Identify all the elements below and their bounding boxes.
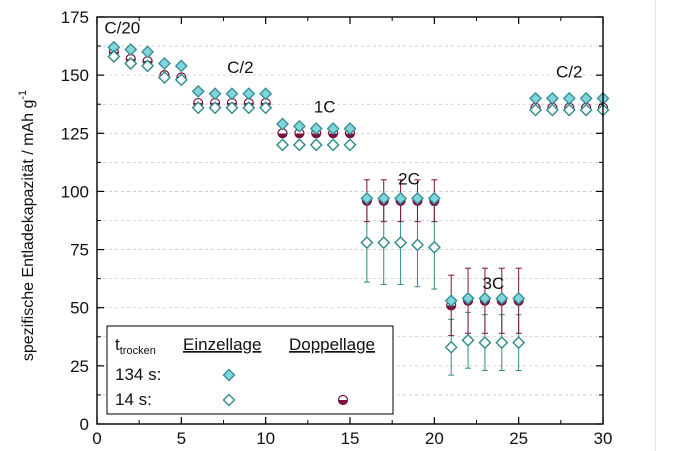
point-14s-einzellage (259, 101, 273, 115)
y-axis-label-text: spezifische Entladekapazität / mAh g (20, 100, 37, 361)
point-134s-einzellage (495, 291, 509, 305)
x-tick-label: 25 (509, 429, 528, 448)
point-134s-einzellage (360, 191, 374, 205)
point-14s-einzellage (427, 240, 441, 254)
x-tick-label: 20 (425, 429, 444, 448)
legend-title-sub: trocken (120, 345, 156, 357)
point-14s-einzellage (191, 101, 205, 115)
point-14s-einzellage (292, 138, 306, 152)
x-tick-label: 5 (177, 429, 186, 448)
point-14s-einzellage (124, 57, 138, 71)
point-14s-einzellage (276, 138, 290, 152)
point-134s-einzellage (124, 43, 138, 57)
point-134s-einzellage (562, 91, 576, 105)
data-markers (107, 40, 610, 354)
point-134s-einzellage (208, 87, 222, 101)
point-14s-einzellage (495, 336, 509, 350)
legend-marker-14s-einzellage (222, 393, 236, 407)
point-14s-einzellage (529, 103, 543, 117)
legend-row-134s: 134 s: (115, 365, 161, 384)
point-14s-einzellage (545, 103, 559, 117)
point-14s-einzellage (157, 70, 171, 84)
point-134s-einzellage (529, 91, 543, 105)
point-14s-einzellage (512, 336, 526, 350)
point-134s-einzellage (242, 87, 256, 101)
x-tick-label: 15 (341, 429, 360, 448)
point-134s-einzellage (309, 122, 323, 136)
y-tick-label: 0 (80, 415, 89, 434)
point-14s-einzellage (107, 50, 121, 64)
y-axis-label-sup: -1 (17, 90, 29, 100)
point-14s-einzellage (309, 138, 323, 152)
point-14s-einzellage (225, 101, 239, 115)
rate-label: 2C (398, 169, 420, 188)
legend-title: ttrocken (115, 335, 156, 357)
point-134s-einzellage (157, 57, 171, 71)
right-edge-divider (655, 0, 656, 451)
y-tick-label: 150 (61, 66, 89, 85)
point-14s-einzellage (444, 340, 458, 354)
y-axis-label: spezifische Entladekapazität / mAh g-1 (17, 90, 37, 361)
legend-markers (222, 368, 349, 407)
point-14s-einzellage (410, 238, 424, 252)
legend: ttrocken Einzellage Doppellage 134 s: 14… (106, 325, 394, 415)
point-134s-einzellage (141, 45, 155, 59)
legend-col-doppellage: Doppellage (289, 335, 375, 354)
point-134s-einzellage (478, 291, 492, 305)
y-tick-label: 175 (61, 8, 89, 27)
point-134s-einzellage (579, 91, 593, 105)
point-14s-einzellage (141, 59, 155, 73)
point-134s-einzellage (191, 84, 205, 98)
legend-col-einzellage: Einzellage (183, 335, 261, 354)
point-134s-einzellage (461, 291, 475, 305)
point-134s-einzellage (545, 91, 559, 105)
point-134s-einzellage (276, 117, 290, 131)
point-14s-einzellage (562, 103, 576, 117)
rate-label: C/20 (104, 18, 140, 37)
point-134s-einzellage (326, 122, 340, 136)
rate-labels: C/20 C/2 1C 2C 3C C/2 (104, 18, 582, 293)
x-tick-label: 0 (92, 429, 101, 448)
point-14s-einzellage (478, 336, 492, 350)
legend-marker-14s-doppellage (337, 394, 349, 406)
rate-label: 3C (482, 274, 504, 293)
point-14s-einzellage (461, 333, 475, 347)
point-134s-einzellage (343, 122, 357, 136)
point-14s-einzellage (394, 236, 408, 250)
point-134s-einzellage (394, 191, 408, 205)
y-tick-label: 75 (70, 241, 89, 260)
rate-label: C/2 (227, 58, 253, 77)
point-134s-einzellage (259, 87, 273, 101)
x-tick-label: 30 (594, 429, 613, 448)
rate-label: 1C (314, 97, 336, 116)
point-134s-einzellage (512, 291, 526, 305)
point-14s-einzellage (326, 138, 340, 152)
point-134s-einzellage (292, 119, 306, 133)
point-14s-einzellage (208, 101, 222, 115)
x-tick-label: 10 (256, 429, 275, 448)
point-14s-einzellage (377, 236, 391, 250)
point-14s-einzellage (343, 138, 357, 152)
point-14s-einzellage (360, 236, 374, 250)
point-134s-einzellage (174, 59, 188, 73)
point-134s-einzellage (427, 191, 441, 205)
y-tick-label: 50 (70, 299, 89, 318)
y-tick-label: 100 (61, 182, 89, 201)
point-134s-einzellage (410, 191, 424, 205)
legend-marker-134s-einzellage (222, 368, 236, 382)
tick-labels: 0 5 10 15 20 25 30 0 25 50 75 100 125 150 175 (61, 8, 613, 448)
legend-row-14s: 14 s: (115, 390, 152, 409)
point-134s-einzellage (377, 191, 391, 205)
point-14s-einzellage (579, 103, 593, 117)
y-tick-label: 125 (61, 124, 89, 143)
point-134s-einzellage (444, 294, 458, 308)
axis-ticks (96, 16, 604, 425)
point-134s-einzellage (225, 87, 239, 101)
y-tick-label: 25 (70, 357, 89, 376)
rate-label: C/2 (556, 62, 582, 81)
legend-title-main: t (115, 335, 120, 354)
point-14s-einzellage (174, 73, 188, 87)
point-14s-einzellage (242, 101, 256, 115)
